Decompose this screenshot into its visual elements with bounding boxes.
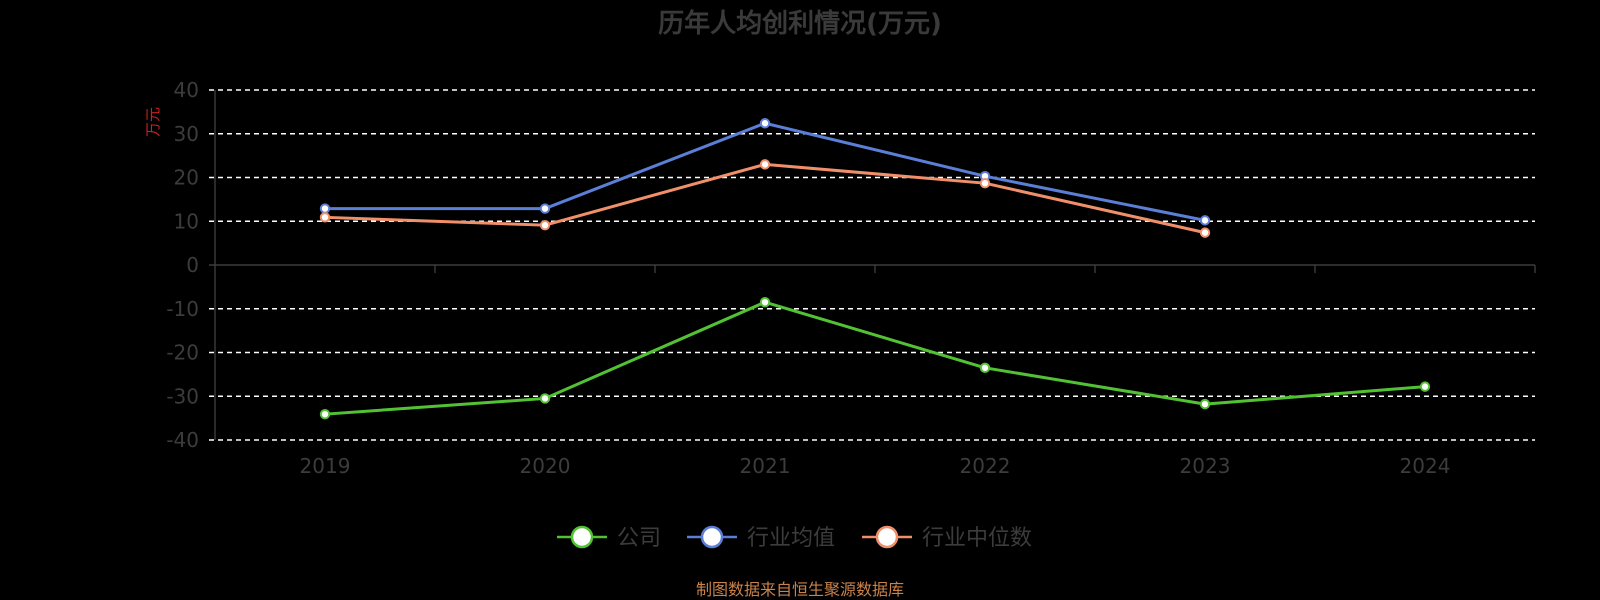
legend-label: 公司 — [617, 526, 661, 551]
legend-item-1[interactable]: 行业均值 — [687, 525, 835, 551]
data-point[interactable] — [1199, 398, 1211, 410]
series-line — [325, 121, 1206, 222]
y-axis-title: 万元 — [144, 107, 162, 137]
x-tick-label: 2020 — [520, 454, 571, 478]
data-point[interactable] — [759, 159, 771, 170]
series-0 — [319, 296, 1431, 420]
source-note: 制图数据来自恒生聚源数据库 — [696, 580, 904, 599]
x-tick-label: 2023 — [1180, 454, 1231, 478]
data-point[interactable] — [759, 118, 771, 129]
x-tick-label: 2022 — [960, 454, 1011, 478]
data-point[interactable] — [979, 362, 991, 374]
data-point[interactable] — [759, 296, 771, 308]
y-tick-label: -40 — [166, 428, 199, 452]
series-line — [324, 162, 1206, 235]
y-tick-label: 10 — [174, 209, 199, 233]
legend-label: 行业均值 — [747, 526, 835, 551]
y-tick-label: 0 — [186, 253, 199, 277]
x-tick-label: 2024 — [1400, 454, 1451, 478]
legend-marker — [875, 525, 899, 549]
data-point[interactable] — [539, 393, 551, 404]
data-point[interactable] — [979, 177, 991, 189]
legend-item-2[interactable]: 行业中位数 — [862, 525, 1032, 551]
data-point[interactable] — [1199, 215, 1211, 226]
legend-item-0[interactable]: 公司 — [557, 525, 661, 551]
y-tick-label: 30 — [174, 122, 199, 146]
series-1 — [319, 118, 1211, 226]
legend-marker — [700, 525, 724, 549]
data-point[interactable] — [319, 212, 331, 223]
axes: 40 30 20 10 0 -10 -20 -30 -40 2019 2020 2021 2022 202… — [166, 78, 1536, 478]
data-point[interactable] — [1419, 381, 1431, 392]
chart-title: 历年人均创利情况(万元) — [658, 8, 942, 39]
data-point[interactable] — [539, 219, 551, 231]
y-tick-label: 20 — [174, 166, 199, 190]
data-point[interactable] — [319, 408, 331, 420]
legend-marker — [570, 525, 594, 549]
data-point[interactable] — [319, 203, 331, 214]
x-tick-label: 2021 — [740, 454, 791, 478]
series-layer — [319, 118, 1431, 420]
legend-label: 行业中位数 — [922, 526, 1032, 551]
x-tick-label: 2019 — [300, 454, 351, 478]
y-tick-label: 40 — [174, 78, 199, 102]
series-2 — [319, 159, 1211, 238]
data-point[interactable] — [1199, 227, 1211, 238]
y-tick-label: -10 — [166, 297, 199, 321]
series-line — [324, 300, 1426, 416]
y-tick-label: -30 — [166, 384, 199, 408]
legend[interactable]: 公司 行业均值 行业中位数 — [557, 525, 1032, 551]
data-point[interactable] — [539, 203, 551, 214]
y-tick-label: -20 — [166, 341, 199, 365]
